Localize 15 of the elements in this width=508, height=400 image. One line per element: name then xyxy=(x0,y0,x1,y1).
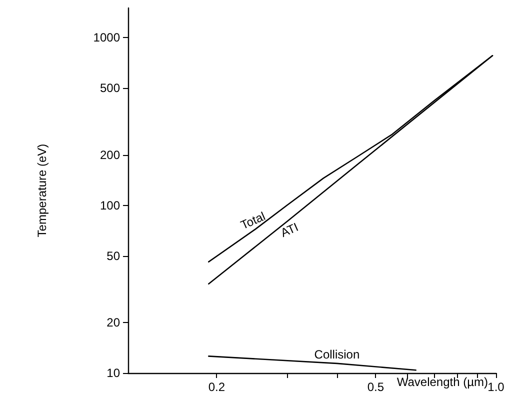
y-tick-label: 500 xyxy=(100,81,120,96)
y-tick-label: 200 xyxy=(100,148,120,162)
y-tick-label: 1000 xyxy=(93,30,120,45)
x-tick-label: 0.5 xyxy=(367,380,384,394)
x-tick-label: 1.0 xyxy=(488,380,505,394)
y-tick-label: 20 xyxy=(106,316,120,330)
y-tick-label: 10 xyxy=(106,366,120,380)
x-axis-title: Wavelength (µm) xyxy=(396,375,488,389)
text: Total xyxy=(238,209,268,232)
x-tick-label: 0.2 xyxy=(208,380,226,394)
y-tick-label: 50 xyxy=(106,248,120,263)
text: ATI xyxy=(278,220,300,240)
series-label: Collision xyxy=(314,347,360,362)
y-tick-label: 100 xyxy=(100,198,120,212)
y-axis-title: Temperature (eV) xyxy=(35,144,49,238)
